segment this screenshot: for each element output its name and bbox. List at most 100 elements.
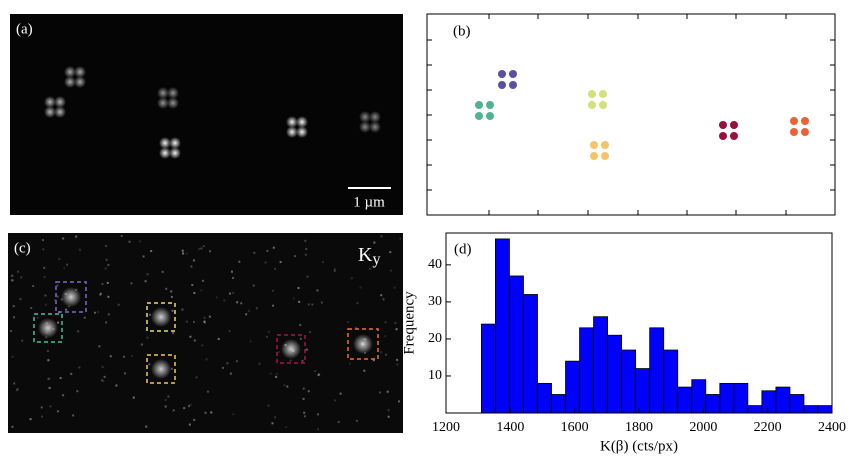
noise-pixel: [49, 405, 52, 408]
noise-pixel: [317, 413, 320, 416]
noise-pixel: [255, 307, 258, 310]
noise-pixel: [47, 377, 50, 380]
noise-pixel: [397, 400, 400, 403]
bar: [551, 394, 566, 414]
noise-pixel: [236, 301, 239, 304]
noise-pixel: [42, 248, 45, 251]
noise-pixel: [83, 316, 86, 319]
noise-pixel: [110, 355, 113, 358]
noise-pixel: [11, 279, 14, 282]
dot: [719, 121, 727, 129]
noise-pixel: [182, 252, 185, 255]
noise-pixel: [46, 349, 49, 352]
noise-pixel: [146, 336, 149, 339]
noise-pixel: [76, 390, 79, 393]
bar: [579, 327, 594, 414]
noise-pixel: [185, 252, 188, 255]
noise-pixel: [103, 375, 106, 378]
y-axis-label: Frequency: [401, 291, 417, 355]
noise-pixel: [264, 261, 267, 264]
noise-pixel: [359, 286, 362, 289]
noise-pixel: [304, 239, 307, 242]
dot: [801, 128, 809, 136]
noise-pixel: [188, 423, 191, 426]
noise-pixel: [65, 308, 68, 311]
noise-pixel: [150, 250, 153, 253]
noise-pixel: [204, 411, 207, 414]
noise-pixel: [303, 411, 306, 414]
dot: [790, 117, 798, 125]
y-tick-label: 10: [428, 368, 442, 383]
noise-pixel: [29, 418, 32, 421]
noise-pixel: [123, 372, 126, 375]
noise-pixel: [16, 388, 19, 391]
noise-pixel: [101, 366, 104, 369]
noise-pixel: [185, 320, 188, 323]
particle-lobe: [169, 137, 181, 149]
particle-lobe: [159, 147, 171, 159]
noise-pixel: [305, 248, 308, 251]
noise-pixel: [230, 270, 233, 273]
noise-pixel: [386, 390, 389, 393]
noise-pixel: [275, 372, 278, 375]
noise-pixel: [235, 360, 238, 363]
dot: [588, 101, 596, 109]
noise-pixel: [317, 428, 320, 431]
noise-pixel: [368, 253, 371, 256]
noise-pixel: [273, 267, 276, 270]
noise-pixel: [47, 359, 50, 362]
noise-pixel: [187, 405, 190, 408]
noise-pixel: [200, 289, 203, 292]
noise-pixel: [267, 330, 270, 333]
noise-pixel: [102, 379, 105, 382]
noise-pixel: [304, 253, 307, 256]
bar: [705, 394, 721, 414]
particle-lobe: [157, 87, 169, 99]
noise-pixel: [202, 245, 205, 248]
spot: [281, 339, 301, 359]
noise-pixel: [130, 282, 133, 285]
noise-pixel: [144, 280, 147, 283]
noise-pixel: [247, 309, 250, 312]
noise-pixel: [286, 385, 289, 388]
particle-lobe: [286, 116, 298, 128]
histogram: 1200 1400 1600 1800 2000 2200 2400 10 20 30 40 (d) K…: [401, 232, 846, 454]
noise-pixel: [109, 354, 112, 357]
noise-pixel: [339, 392, 342, 395]
noise-pixel: [32, 285, 35, 288]
noise-pixel: [72, 414, 75, 417]
noise-pixel: [333, 267, 336, 270]
x-tick-label: 2000: [689, 420, 717, 435]
noise-pixel: [380, 351, 383, 354]
bar: [509, 275, 524, 414]
noise-pixel: [117, 303, 120, 306]
noise-pixel: [193, 339, 196, 342]
noise-pixel: [183, 407, 186, 410]
noise-pixel: [13, 316, 16, 319]
y-tick-label: 20: [428, 331, 442, 346]
noise-pixel: [389, 251, 392, 254]
noise-pixel: [98, 345, 101, 348]
dot: [730, 121, 738, 129]
noise-pixel: [75, 235, 78, 238]
dot: [486, 101, 494, 109]
dot: [588, 90, 596, 98]
dot: [590, 141, 598, 149]
noise-pixel: [19, 298, 22, 301]
noise-pixel: [275, 375, 278, 378]
noise-pixel: [273, 416, 276, 419]
noise-pixel: [228, 330, 231, 333]
noise-pixel: [205, 358, 208, 361]
bar: [635, 368, 651, 414]
noise-pixel: [41, 415, 44, 418]
bar: [817, 405, 833, 414]
particle-lobe: [296, 126, 308, 138]
x-tick-label: 2400: [818, 420, 846, 435]
noise-pixel: [307, 390, 310, 393]
bar: [761, 390, 777, 414]
ticks: [427, 14, 835, 215]
noise-pixel: [373, 241, 376, 244]
noise-pixel: [130, 355, 133, 358]
dot: [590, 152, 598, 160]
noise-pixel: [217, 337, 220, 340]
